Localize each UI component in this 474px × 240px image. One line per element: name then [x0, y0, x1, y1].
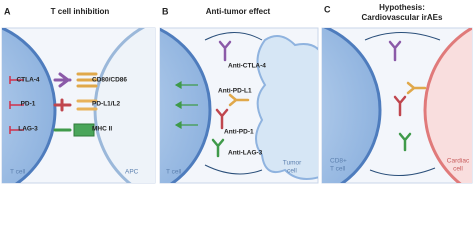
- panel-c-art: [322, 28, 472, 183]
- receptor-label: LAG-3: [18, 126, 38, 133]
- antibody-label: Anti-PD-L1: [218, 88, 252, 95]
- cell-label: Tumor: [283, 160, 302, 167]
- receptor-label: CTLA-4: [16, 77, 39, 84]
- panel-title: Cardiovascular irAEs: [362, 13, 443, 22]
- cell-label: T cell: [330, 166, 346, 173]
- antibody-label: Anti-CTLA-4: [228, 63, 266, 70]
- receptor-label: PD-1: [21, 101, 36, 108]
- ligand-label: MHC II: [92, 126, 112, 133]
- cell-label: T cell: [10, 169, 26, 176]
- panel-letter: C: [324, 4, 331, 14]
- cell-label: APC: [125, 169, 139, 176]
- cell-label: T cell: [166, 169, 182, 176]
- cell-label: cell: [453, 166, 463, 173]
- cell-label: cell: [287, 168, 297, 175]
- panel-title: T cell inhibition: [51, 7, 110, 16]
- ligand-label: CD80/CD86: [92, 77, 127, 84]
- cell-label: CD8+: [330, 158, 347, 165]
- panel-a-art: [2, 28, 155, 183]
- antibody-label: Anti-PD-1: [224, 129, 254, 136]
- ligand-label: PD-L1/L2: [92, 101, 121, 108]
- panel-b-art: [160, 28, 318, 183]
- panel-letter: A: [4, 6, 11, 16]
- figure: A T cell inhibition CTLA-4 PD-1 LAG-3 CD…: [1, 3, 473, 184]
- panel-title: Hypothesis:: [379, 3, 425, 12]
- cell-label: Cardiac: [447, 158, 470, 165]
- panel-title: Anti-tumor effect: [206, 7, 271, 16]
- antibody-label: Anti-LAG-3: [228, 150, 263, 157]
- panel-letter: B: [162, 6, 169, 16]
